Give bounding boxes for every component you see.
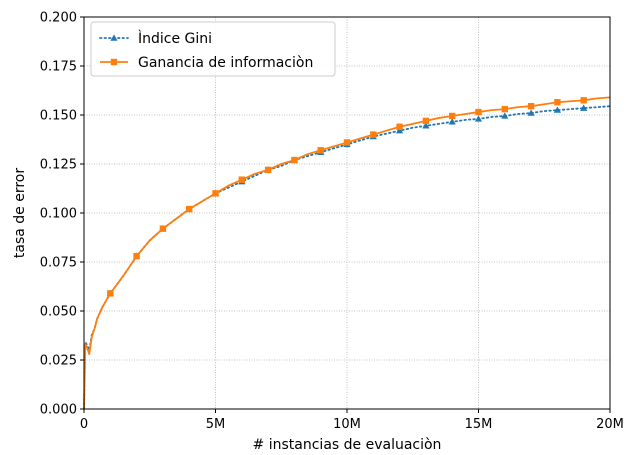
data-point-marker bbox=[527, 109, 535, 116]
data-point-marker bbox=[370, 131, 377, 138]
data-point-marker bbox=[475, 108, 482, 116]
y-axis-label: tasa de error bbox=[12, 168, 28, 258]
series-layer bbox=[83, 96, 611, 410]
data-point-marker bbox=[264, 166, 272, 174]
series-ganancia-de-informacion bbox=[83, 96, 611, 410]
x-tick-label: 0 bbox=[80, 417, 88, 432]
y-tick-label: 0.200 bbox=[40, 11, 77, 26]
data-point-marker bbox=[501, 105, 508, 113]
y-tick-label: 0.150 bbox=[40, 109, 77, 124]
data-point-marker bbox=[448, 118, 456, 125]
y-tick-label: 0.050 bbox=[40, 305, 77, 320]
data-point-marker bbox=[554, 99, 561, 106]
x-tick-label: 5M bbox=[206, 417, 226, 432]
data-point-marker bbox=[396, 123, 403, 130]
data-point-marker bbox=[186, 205, 193, 213]
data-point-marker bbox=[317, 147, 324, 154]
data-point-marker bbox=[212, 190, 219, 197]
data-point-marker bbox=[474, 115, 483, 122]
data-point-marker bbox=[449, 112, 456, 120]
data-point-marker bbox=[553, 106, 561, 113]
y-tick-label: 0.125 bbox=[40, 158, 77, 173]
x-tick-label: 10M bbox=[333, 417, 361, 432]
y-axis-ticks: 0.000 0.025 0.050 0.075 0.100 0.125 0.150 0.175… bbox=[40, 11, 84, 418]
data-point-marker bbox=[422, 117, 430, 125]
data-point-marker bbox=[580, 97, 587, 104]
x-axis-ticks: 0 5M 10M 15M 20M bbox=[80, 409, 624, 432]
data-point-marker bbox=[527, 102, 535, 110]
y-tick-label: 0.025 bbox=[40, 354, 77, 369]
legend-label: Ìndice Gini bbox=[138, 30, 212, 47]
legend-label: Ganancia de informaciòn bbox=[138, 55, 313, 71]
y-tick-label: 0.075 bbox=[40, 256, 77, 271]
data-point-marker bbox=[291, 156, 298, 164]
data-point-marker bbox=[422, 122, 430, 129]
data-point-marker bbox=[107, 290, 114, 297]
x-axis-label: # instancias de evaluaciòn bbox=[253, 437, 442, 453]
data-point-marker bbox=[580, 104, 588, 111]
data-point-marker bbox=[343, 139, 351, 146]
x-tick-label: 20M bbox=[596, 417, 624, 432]
legend-marker bbox=[110, 34, 118, 41]
data-point-marker bbox=[159, 225, 167, 232]
legend-box bbox=[90, 21, 336, 77]
y-tick-label: 0.175 bbox=[40, 60, 77, 75]
data-point-marker bbox=[396, 127, 404, 134]
legend: Ìndice Gini Ganancia de informaciòn bbox=[90, 21, 336, 77]
y-tick-label: 0.000 bbox=[40, 403, 77, 418]
y-tick-label: 0.100 bbox=[40, 207, 77, 222]
series-line bbox=[83, 96, 611, 410]
data-point-marker bbox=[238, 176, 245, 183]
legend-marker bbox=[110, 58, 118, 66]
data-point-marker bbox=[501, 112, 509, 119]
data-point-marker bbox=[133, 252, 140, 260]
x-tick-label: 15M bbox=[465, 417, 493, 432]
